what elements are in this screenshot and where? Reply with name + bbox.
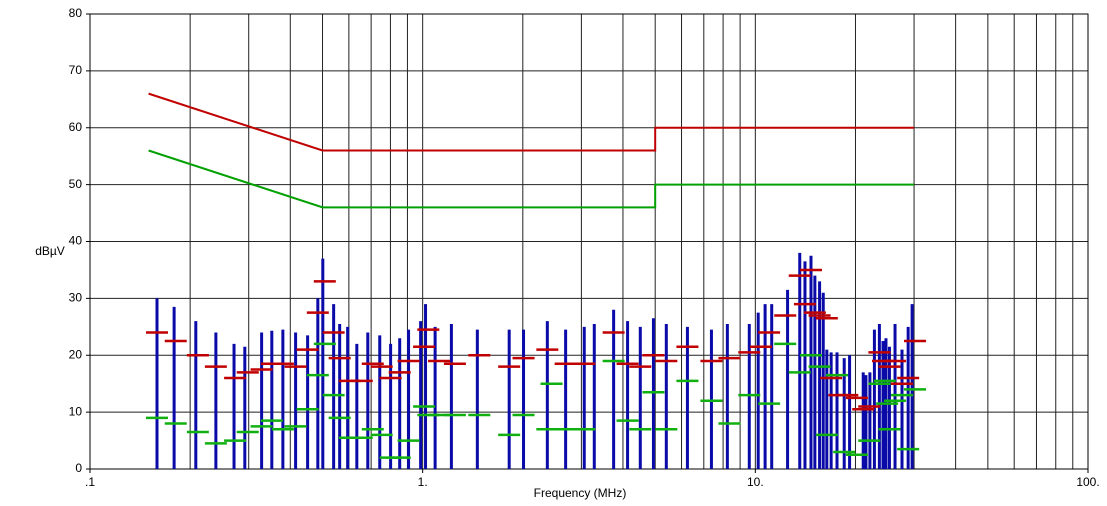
y-tick-label: 30 [69, 291, 83, 305]
x-tick-label: 10. [747, 475, 764, 489]
y-tick-label: 70 [69, 63, 83, 77]
x-tick-label: .1 [85, 475, 95, 489]
y-tick-label: 20 [69, 347, 83, 361]
y-tick-label: 40 [69, 234, 83, 248]
y-tick-label: 10 [69, 404, 83, 418]
y-tick-label: 60 [69, 120, 83, 134]
x-tick-label: 1. [418, 475, 428, 489]
limit-line [148, 149, 915, 209]
limit-line [148, 92, 915, 152]
plot-frame [89, 13, 1089, 470]
x-tick-label: 100. [1076, 475, 1099, 489]
y-tick-label: 0 [75, 461, 82, 475]
y-axis-label: dBµV [35, 244, 65, 258]
y-tick-label: 50 [69, 177, 83, 191]
x-axis-label: Frequency (MHz) [534, 486, 627, 500]
y-tick-label: 80 [69, 6, 83, 20]
